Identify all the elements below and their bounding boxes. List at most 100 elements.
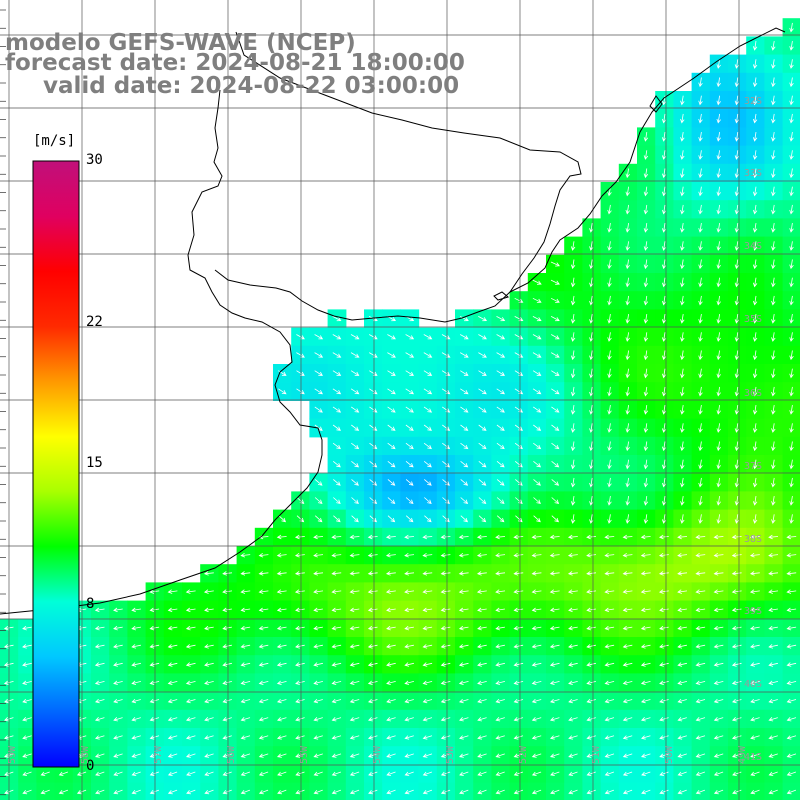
wind-arrow bbox=[313, 771, 323, 776]
wind-arrow bbox=[680, 314, 685, 324]
wind-arrow bbox=[278, 388, 287, 395]
wind-arrow bbox=[568, 680, 578, 685]
wind-arrow bbox=[625, 459, 630, 470]
wind-arrow bbox=[643, 314, 649, 324]
wind-arrow bbox=[658, 571, 669, 576]
wind-arrow bbox=[349, 607, 360, 613]
wind-arrow bbox=[313, 552, 324, 558]
wind-arrow bbox=[661, 223, 667, 233]
wind-arrow bbox=[549, 552, 560, 558]
wind-arrow bbox=[131, 789, 141, 795]
wind-arrow bbox=[586, 698, 596, 704]
wind-arrow bbox=[659, 735, 669, 740]
wind-arrow bbox=[131, 680, 141, 685]
wind-arrow bbox=[495, 735, 505, 740]
wind-arrow bbox=[768, 680, 778, 685]
wind-arrow bbox=[752, 204, 758, 215]
wind-arrow bbox=[734, 314, 740, 324]
wind-arrow bbox=[258, 717, 269, 722]
wind-arrow bbox=[22, 789, 32, 795]
wind-arrow bbox=[204, 644, 214, 649]
wind-arrow bbox=[695, 607, 706, 613]
wind-arrow bbox=[204, 698, 214, 704]
wind-arrow bbox=[661, 386, 667, 397]
wind-arrow bbox=[749, 571, 760, 576]
wind-arrow bbox=[568, 789, 578, 795]
wind-arrow bbox=[604, 571, 615, 576]
wind-arrow bbox=[625, 223, 630, 233]
wind-arrow bbox=[607, 405, 612, 415]
wind-arrow bbox=[789, 204, 794, 215]
wind-arrow bbox=[570, 295, 576, 306]
wind-arrow bbox=[422, 589, 433, 594]
wind-arrow bbox=[513, 552, 524, 558]
speed-cell bbox=[782, 782, 800, 800]
wind-arrow bbox=[752, 441, 758, 452]
wind-arrow bbox=[186, 698, 196, 704]
wind-arrow bbox=[131, 753, 141, 758]
wind-arrow bbox=[478, 515, 487, 523]
wind-arrow bbox=[405, 334, 415, 340]
wind-arrow bbox=[422, 625, 433, 631]
wind-arrow bbox=[204, 625, 214, 631]
wind-arrow bbox=[789, 132, 794, 142]
valid-date: valid date: 2024-08-22 03:00:00 bbox=[43, 73, 460, 99]
wind-arrow bbox=[586, 607, 596, 613]
wind-arrow bbox=[750, 717, 760, 722]
wind-arrow bbox=[531, 589, 542, 594]
wind-arrow bbox=[661, 423, 667, 433]
wind-arrow bbox=[752, 223, 758, 233]
wind-arrow bbox=[659, 717, 669, 722]
wind-arrow bbox=[713, 753, 724, 758]
wind-arrow bbox=[771, 441, 776, 452]
wind-arrow bbox=[440, 753, 451, 758]
wind-arrow bbox=[661, 168, 667, 179]
wind-arrow bbox=[277, 717, 287, 722]
wind-arrow bbox=[698, 204, 703, 215]
wind-arrow bbox=[222, 607, 232, 613]
wind-arrow bbox=[698, 186, 703, 197]
wind-arrow bbox=[477, 698, 487, 704]
wind-arrow bbox=[661, 132, 667, 142]
wind-arrow bbox=[771, 113, 776, 124]
wind-arrow bbox=[113, 607, 123, 613]
wind-arrow bbox=[695, 735, 706, 740]
colorbar-tick-label: 8 bbox=[86, 596, 95, 613]
wind-arrow bbox=[713, 589, 724, 594]
wind-arrow bbox=[659, 789, 669, 795]
wind-arrow bbox=[296, 352, 305, 358]
wind-arrow bbox=[716, 514, 721, 524]
wind-arrow bbox=[698, 241, 703, 251]
wind-arrow bbox=[331, 625, 342, 631]
wind-arrow bbox=[568, 735, 578, 740]
wind-arrow bbox=[716, 441, 721, 452]
wind-arrow bbox=[752, 168, 758, 179]
wind-arrow bbox=[551, 388, 560, 395]
wind-arrow bbox=[570, 514, 576, 524]
wind-arrow bbox=[680, 132, 685, 142]
wind-arrow bbox=[771, 204, 776, 215]
wind-arrow bbox=[167, 607, 178, 613]
wind-arrow bbox=[734, 132, 740, 142]
wind-arrow bbox=[658, 552, 669, 558]
wind-arrow bbox=[713, 662, 724, 667]
wind-arrow bbox=[295, 771, 305, 776]
wind-arrow bbox=[531, 698, 542, 704]
wind-arrow bbox=[222, 717, 232, 722]
wind-arrow bbox=[625, 241, 630, 251]
wind-arrow bbox=[550, 261, 560, 267]
wind-arrow bbox=[367, 534, 378, 540]
wind-arrow bbox=[789, 168, 794, 179]
wind-arrow bbox=[440, 717, 451, 722]
wind-arrow bbox=[313, 789, 323, 795]
wind-arrow bbox=[95, 771, 105, 776]
wind-arrow bbox=[604, 625, 615, 631]
wind-arrow bbox=[750, 698, 760, 704]
wind-arrow bbox=[404, 735, 414, 740]
wind-arrow bbox=[567, 534, 578, 540]
wind-arrow bbox=[278, 515, 287, 523]
wind-arrow bbox=[640, 662, 651, 667]
wind-arrow bbox=[478, 316, 488, 322]
wind-arrow bbox=[367, 753, 378, 758]
wind-arrow bbox=[351, 497, 359, 505]
